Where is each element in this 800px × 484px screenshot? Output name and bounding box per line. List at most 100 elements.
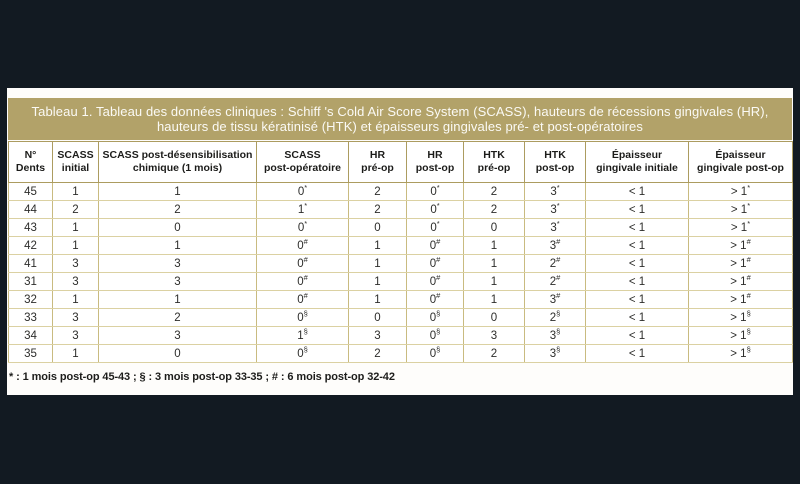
table-row: 31 3 3 0# 1 0# 1 2# < 1 > 1# — [8, 272, 793, 291]
column-header: Épaisseur gingivale initiale — [585, 141, 689, 183]
footnote-marker: § — [303, 308, 308, 318]
column-header: SCASS initial — [52, 141, 99, 183]
table-cell: 0# — [256, 254, 349, 273]
table-cell: 0# — [406, 290, 464, 309]
table-cell: 0# — [256, 236, 349, 255]
footnote-marker: # — [436, 272, 441, 282]
table-cell: 3 — [52, 326, 99, 345]
table-cell: < 1 — [585, 308, 689, 327]
footnote-marker: * — [436, 182, 440, 192]
table-cell: 3* — [524, 218, 586, 237]
table-cell: < 1 — [585, 236, 689, 255]
footnote-marker: * — [556, 182, 560, 192]
footnote-marker: # — [556, 236, 561, 246]
table-cell: 2 — [463, 182, 525, 201]
table-cell: 3 — [463, 326, 525, 345]
footnote-marker: § — [303, 344, 308, 354]
footnote-marker: § — [746, 308, 751, 318]
table-cell: 0§ — [406, 326, 464, 345]
column-header: HR post-op — [406, 141, 464, 183]
table-cell: 1 — [52, 290, 99, 309]
table-cell: 0* — [256, 218, 349, 237]
table-row: 34 3 3 1§ 3 0§ 3 3§ < 1 > 1§ — [8, 326, 793, 345]
table-cell: 1 — [463, 272, 525, 291]
table-header-row: N° Dents SCASS initial SCASS post-désensib… — [8, 141, 793, 183]
table-cell: < 1 — [585, 272, 689, 291]
table-cell: 2 — [348, 182, 407, 201]
table-cell: > 1* — [688, 182, 793, 201]
footnote-marker: * — [304, 182, 308, 192]
table-cell: 2 — [348, 200, 407, 219]
table-cell: 3§ — [524, 344, 586, 363]
table-footnote: * : 1 mois post-op 45-43 ; § : 3 mois po… — [9, 371, 395, 383]
table-cell: 0§ — [406, 344, 464, 363]
clinical-data-table: N° Dents SCASS initial SCASS post-désensib… — [8, 141, 793, 363]
footnote-marker: § — [556, 344, 561, 354]
footnote-marker: # — [436, 290, 441, 300]
column-header: HTK post-op — [524, 141, 586, 183]
table-row: 43 1 0 0* 0 0* 0 3* < 1 > 1* — [8, 218, 793, 237]
table-cell: 0* — [406, 218, 464, 237]
footnote-marker: * — [556, 218, 560, 228]
table-cell: 0# — [256, 290, 349, 309]
footnote-marker: # — [556, 272, 561, 282]
table-cell: 3* — [524, 200, 586, 219]
table-cell: > 1# — [688, 236, 793, 255]
table-cell: 1 — [463, 254, 525, 273]
table-cell: 2# — [524, 254, 586, 273]
footnote-marker: # — [436, 236, 441, 246]
table-cell: > 1§ — [688, 344, 793, 363]
table-cell: 3 — [98, 272, 257, 291]
table-cell: 0§ — [256, 308, 349, 327]
table-cell: 3 — [52, 254, 99, 273]
table-cell: 0 — [348, 308, 407, 327]
table-cell: 1 — [98, 236, 257, 255]
footnote-marker: # — [746, 272, 751, 282]
table-cell: 33 — [8, 308, 53, 327]
table-cell: 3# — [524, 236, 586, 255]
table-cell: 44 — [8, 200, 53, 219]
footnote-marker: # — [303, 272, 308, 282]
footnote-marker: # — [303, 290, 308, 300]
table-cell: < 1 — [585, 326, 689, 345]
table-cell: 1 — [52, 236, 99, 255]
footnote-marker: # — [556, 254, 561, 264]
table-cell: 2 — [348, 344, 407, 363]
table-cell: 0* — [406, 182, 464, 201]
table-cell: 2 — [98, 308, 257, 327]
table-cell: 41 — [8, 254, 53, 273]
table-cell: 43 — [8, 218, 53, 237]
table-cell: > 1# — [688, 290, 793, 309]
table-cell: > 1# — [688, 272, 793, 291]
footnote-marker: § — [556, 326, 561, 336]
column-header: N° Dents — [8, 141, 53, 183]
table-cell: 3# — [524, 290, 586, 309]
table-cell: < 1 — [585, 254, 689, 273]
table-cell: 2 — [98, 200, 257, 219]
column-header: HR pré-op — [348, 141, 407, 183]
table-cell: 1 — [348, 254, 407, 273]
footnote-marker: § — [436, 344, 441, 354]
footnote-marker: # — [746, 254, 751, 264]
footnote-marker: * — [304, 200, 308, 210]
footnote-marker: § — [746, 326, 751, 336]
table-cell: 0# — [256, 272, 349, 291]
table-cell: 1 — [98, 182, 257, 201]
table-row: 45 1 1 0* 2 0* 2 3* < 1 > 1* — [8, 182, 793, 201]
footnote-marker: § — [556, 308, 561, 318]
table-cell: 35 — [8, 344, 53, 363]
table-cell: 1 — [348, 236, 407, 255]
table-cell: > 1# — [688, 254, 793, 273]
article-table-panel: Tableau 1. Tableau des données cliniques… — [7, 88, 793, 395]
table-row: 44 2 2 1* 2 0* 2 3* < 1 > 1* — [8, 200, 793, 219]
table-cell: 0 — [463, 308, 525, 327]
table-cell: 3 — [98, 254, 257, 273]
table-row: 32 1 1 0# 1 0# 1 3# < 1 > 1# — [8, 290, 793, 309]
table-cell: 3 — [52, 272, 99, 291]
footnote-marker: § — [436, 308, 441, 318]
table-cell: 1§ — [256, 326, 349, 345]
table-title-band: Tableau 1. Tableau des données cliniques… — [8, 98, 792, 140]
table-cell: 0# — [406, 254, 464, 273]
table-cell: 1 — [52, 218, 99, 237]
footnote-marker: § — [746, 344, 751, 354]
